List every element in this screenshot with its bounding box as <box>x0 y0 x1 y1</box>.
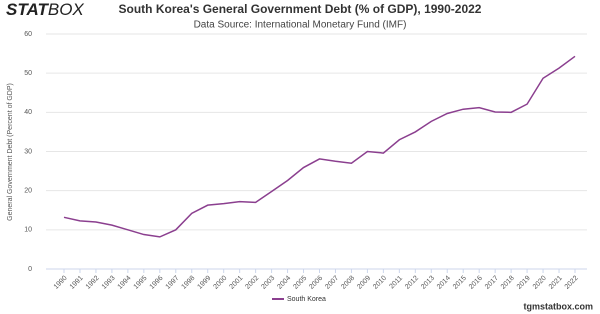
x-tick-label: 2022 <box>564 275 580 291</box>
x-tick-label: 1998 <box>181 275 197 291</box>
x-tick-label: 2010 <box>372 275 388 291</box>
x-tick-label: 1996 <box>149 275 165 291</box>
x-tick-label: 2005 <box>292 275 308 291</box>
data-line <box>63 55 576 238</box>
x-tick-label: 2013 <box>420 275 436 291</box>
x-tick-label: 2004 <box>276 275 292 291</box>
x-tick-label: 1992 <box>85 275 101 291</box>
logo: STATBOX <box>6 0 84 19</box>
x-tick-label: 2003 <box>260 275 276 291</box>
x-tick-label: 2016 <box>468 275 484 291</box>
x-tick-label: 2007 <box>324 275 340 291</box>
y-tick-label: 0 <box>28 266 32 273</box>
x-tick-label: 1994 <box>117 275 133 291</box>
y-tick-label: 20 <box>24 188 32 195</box>
x-tick-label: 1999 <box>196 275 212 291</box>
x-tick-label: 2002 <box>244 275 260 291</box>
x-tick-label: 2014 <box>436 275 452 291</box>
x-tick-label: 2020 <box>532 275 548 291</box>
chart-title: South Korea's General Government Debt (%… <box>119 2 482 16</box>
x-tick-label: 2021 <box>548 275 564 291</box>
x-tick-label: 2009 <box>356 275 372 291</box>
x-tick-label: 1993 <box>101 275 117 291</box>
x-tick-label: 2011 <box>388 275 404 291</box>
x-tick-label: 2017 <box>484 275 500 291</box>
x-tick-label: 1990 <box>53 275 69 291</box>
y-tick-label: 30 <box>24 148 32 155</box>
x-tick-label: 2019 <box>516 275 532 291</box>
x-tick-label: 1991 <box>69 275 85 291</box>
x-tick-label: 2012 <box>404 275 420 291</box>
chart-subtitle: Data Source: International Monetary Fund… <box>194 20 407 31</box>
y-tick-label: 60 <box>24 31 32 38</box>
y-tick-label: 50 <box>24 70 32 77</box>
logo-light: BOX <box>48 0 85 19</box>
x-tick-label: 1997 <box>165 275 181 291</box>
x-tick-label: 2008 <box>340 275 356 291</box>
y-tick-label: 10 <box>24 227 32 234</box>
x-tick-label: 2000 <box>212 275 228 291</box>
y-tick-label: 40 <box>24 109 32 116</box>
y-axis-label: General Government Debt (Percent of GDP) <box>7 83 14 221</box>
x-tick-label: 1995 <box>133 275 149 291</box>
logo-bold: STAT <box>6 0 49 19</box>
x-tick-label: 2001 <box>228 275 244 291</box>
legend-label: South Korea <box>287 296 326 303</box>
x-tick-label: 2015 <box>452 275 468 291</box>
website: tgmstatbox.com <box>523 301 593 311</box>
x-tick-label: 2006 <box>308 275 324 291</box>
x-tick-label: 2018 <box>500 275 516 291</box>
